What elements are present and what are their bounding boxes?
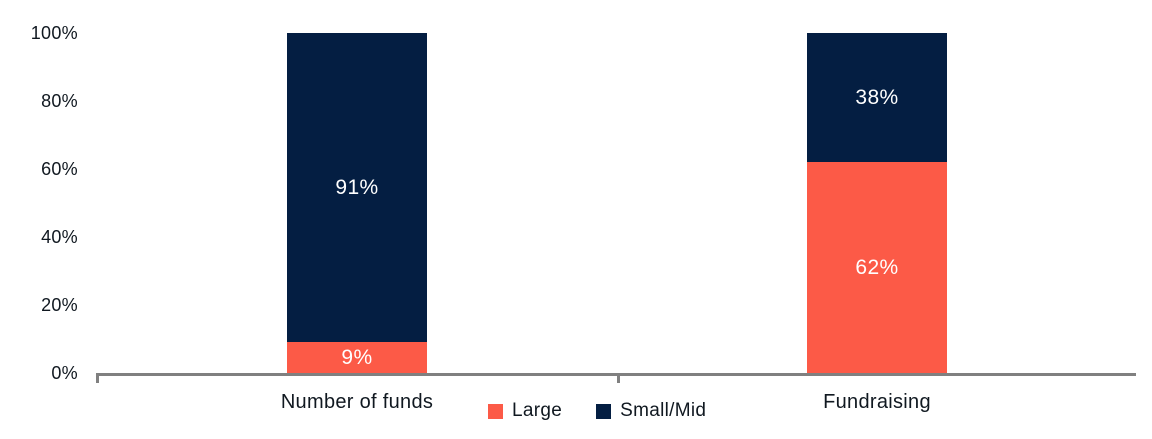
legend-label-small-mid: Small/Mid	[620, 400, 707, 421]
bar-fundraising: 38% 62%	[807, 33, 947, 373]
y-axis-tick-label: 40%	[41, 227, 78, 247]
y-axis-tick-label: 0%	[51, 363, 78, 383]
bar-segment-large: 9%	[287, 342, 427, 373]
legend-swatch-large-icon	[488, 403, 503, 419]
y-axis-tick-label: 20%	[41, 295, 78, 315]
y-axis-tick-label: 80%	[41, 91, 78, 111]
plot-area: 91% 9% 38% 62%	[96, 33, 1136, 383]
legend: Large Small/Mid	[488, 400, 706, 422]
bar-segment-value-label: 62%	[855, 255, 899, 279]
bar-segment-large: 62%	[807, 162, 947, 373]
bar-number-of-funds: 91% 9%	[287, 33, 427, 373]
legend-item-small-mid: Small/Mid	[596, 400, 706, 422]
y-axis: 100% 80% 60% 40% 20% 0%	[0, 0, 78, 439]
x-axis-tick	[617, 373, 620, 383]
x-axis-tick	[96, 373, 99, 383]
bar-segment-value-label: 91%	[335, 175, 379, 199]
bar-segment-value-label: 38%	[855, 85, 899, 109]
legend-item-large: Large	[488, 400, 562, 422]
legend-swatch-small-mid-icon	[596, 403, 612, 419]
legend-label-large: Large	[512, 400, 563, 421]
y-axis-tick-label: 100%	[30, 23, 78, 43]
x-axis-line	[96, 373, 1136, 376]
y-axis-tick-label: 60%	[41, 159, 78, 179]
category-label-number-of-funds: Number of funds	[280, 391, 434, 413]
category-label-fundraising: Fundraising	[823, 391, 931, 413]
bar-segment-value-label: 9%	[341, 345, 373, 369]
bar-segment-small-mid: 38%	[807, 33, 947, 163]
bar-segment-small-mid: 91%	[287, 33, 427, 343]
